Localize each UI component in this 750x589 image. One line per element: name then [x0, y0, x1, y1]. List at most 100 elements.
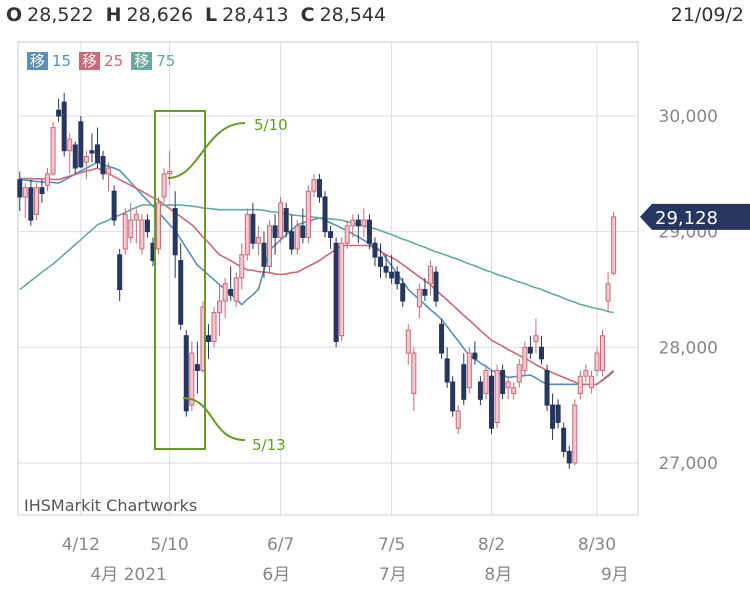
candle-body: [89, 150, 95, 154]
candle-body: [56, 109, 62, 117]
legend-badge: 移: [79, 52, 101, 70]
candle-body: [516, 364, 522, 383]
candle-body: [550, 404, 556, 429]
candle-body: [255, 236, 261, 244]
month-label: 8月: [484, 565, 512, 585]
candle-body: [222, 283, 228, 302]
candle-body: [527, 346, 533, 354]
candle-body: [106, 167, 112, 175]
candle-body: [161, 173, 167, 198]
moving-average-line: [19, 204, 614, 314]
header-value: 28,522: [27, 4, 94, 26]
candle-body: [416, 288, 422, 308]
y-tick-label: 27,000: [659, 454, 718, 474]
candle-body: [294, 225, 300, 250]
candle-body: [588, 375, 594, 389]
candle-body: [283, 208, 289, 233]
candle-body: [83, 155, 89, 163]
candle-body: [533, 335, 539, 343]
candle-body: [78, 121, 84, 168]
header-key: O: [6, 4, 23, 26]
legend-label: 25: [104, 52, 124, 70]
candle-body: [122, 213, 128, 250]
candle-body: [489, 375, 495, 429]
candle-body: [233, 277, 239, 302]
candle-body: [272, 225, 278, 238]
candle-body: [389, 271, 395, 279]
candle-body: [577, 375, 583, 395]
y-tick-label: 30,000: [659, 107, 718, 127]
candle-body: [267, 225, 273, 267]
month-label: 9月: [601, 565, 629, 585]
candle-body: [94, 144, 100, 163]
candle-body: [378, 256, 384, 267]
candle-body: [605, 283, 611, 302]
candle-body: [427, 265, 433, 285]
callout-line: [182, 397, 246, 441]
candle-body: [261, 242, 267, 267]
candle-body: [278, 202, 284, 238]
candle-body: [211, 312, 217, 343]
candle-body: [156, 202, 162, 250]
x-tick-label: 4/12: [62, 535, 100, 555]
candle-body: [305, 190, 311, 238]
header-value: 28,413: [222, 4, 289, 26]
candle-body: [522, 346, 528, 371]
x-tick-label: 8/30: [578, 535, 616, 555]
candle-body: [189, 352, 195, 406]
candle-body: [144, 219, 150, 233]
legend-item: 移 15: [27, 50, 71, 71]
candle-body: [311, 179, 317, 192]
candle-body: [472, 352, 478, 360]
candle-body: [461, 364, 467, 400]
watermark: IHSMarkit Chartworks: [24, 496, 197, 515]
candle-body: [22, 187, 28, 198]
legend-item: 移 25: [79, 50, 123, 71]
legend-label: 15: [52, 52, 72, 70]
candle-body: [511, 387, 517, 395]
candle-body: [477, 381, 483, 400]
candles: [17, 92, 617, 469]
candle-body: [583, 369, 589, 377]
header-key: L: [205, 4, 218, 26]
date: 21/09/2: [670, 4, 744, 26]
candle-body: [139, 219, 145, 250]
legend-item: 移 75: [131, 50, 175, 71]
candle-body: [444, 358, 450, 383]
candle-body: [383, 265, 389, 273]
candle-body: [316, 179, 322, 198]
candle-body: [561, 427, 567, 452]
candle-body: [594, 352, 600, 371]
candle-body: [466, 352, 472, 389]
candle-body: [128, 219, 134, 238]
candle-body: [244, 213, 250, 256]
moving-average-line: [19, 167, 615, 386]
candle-body: [544, 369, 550, 406]
candle-body: [400, 283, 406, 302]
candle-body: [117, 254, 123, 290]
candle-body: [39, 187, 45, 194]
candle-body: [600, 335, 606, 371]
candle-body: [394, 271, 400, 285]
header-value: 28,626: [126, 4, 194, 26]
legend-badge: 移: [131, 52, 153, 70]
highlight-box: [154, 110, 206, 450]
candle-body: [205, 335, 211, 343]
candle-body: [328, 231, 334, 238]
candle-body: [439, 323, 445, 354]
candle-body: [217, 300, 223, 314]
candle-body: [339, 242, 345, 337]
candle-body: [300, 225, 306, 238]
candle-body: [500, 369, 506, 395]
candle-body: [111, 190, 117, 221]
candle-body: [505, 381, 511, 389]
moving-averages: [19, 161, 615, 386]
legend-badge: 移: [27, 52, 49, 70]
candle-body: [411, 352, 417, 395]
candle-body: [355, 219, 361, 227]
callout-line: [167, 122, 246, 179]
candle-body: [72, 144, 78, 169]
price-tag-label: 29,128: [655, 208, 718, 229]
candle-body: [228, 288, 234, 296]
